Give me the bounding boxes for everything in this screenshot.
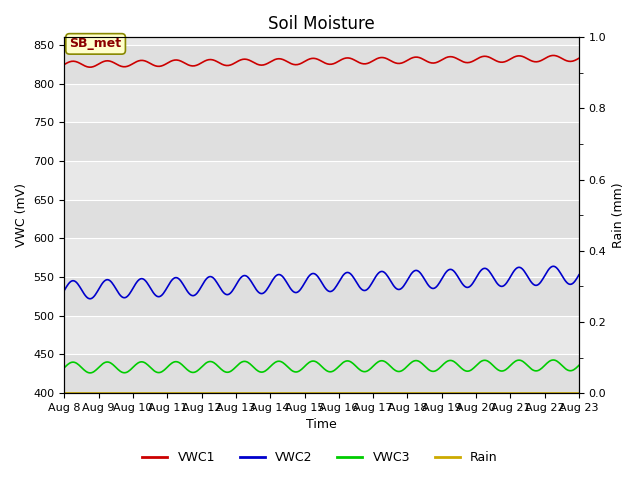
Title: Soil Moisture: Soil Moisture xyxy=(268,15,375,33)
Text: SB_met: SB_met xyxy=(70,37,122,50)
Y-axis label: VWC (mV): VWC (mV) xyxy=(15,183,28,247)
Bar xyxy=(65,277,579,316)
Legend: VWC1, VWC2, VWC3, Rain: VWC1, VWC2, VWC3, Rain xyxy=(138,446,502,469)
Y-axis label: Rain (mm): Rain (mm) xyxy=(612,182,625,248)
Bar xyxy=(65,84,579,122)
X-axis label: Time: Time xyxy=(307,419,337,432)
Bar xyxy=(65,316,579,354)
Bar xyxy=(65,45,579,84)
Bar xyxy=(65,122,579,161)
Bar xyxy=(65,354,579,393)
Bar xyxy=(65,200,579,239)
Bar xyxy=(65,161,579,200)
Bar xyxy=(65,239,579,277)
